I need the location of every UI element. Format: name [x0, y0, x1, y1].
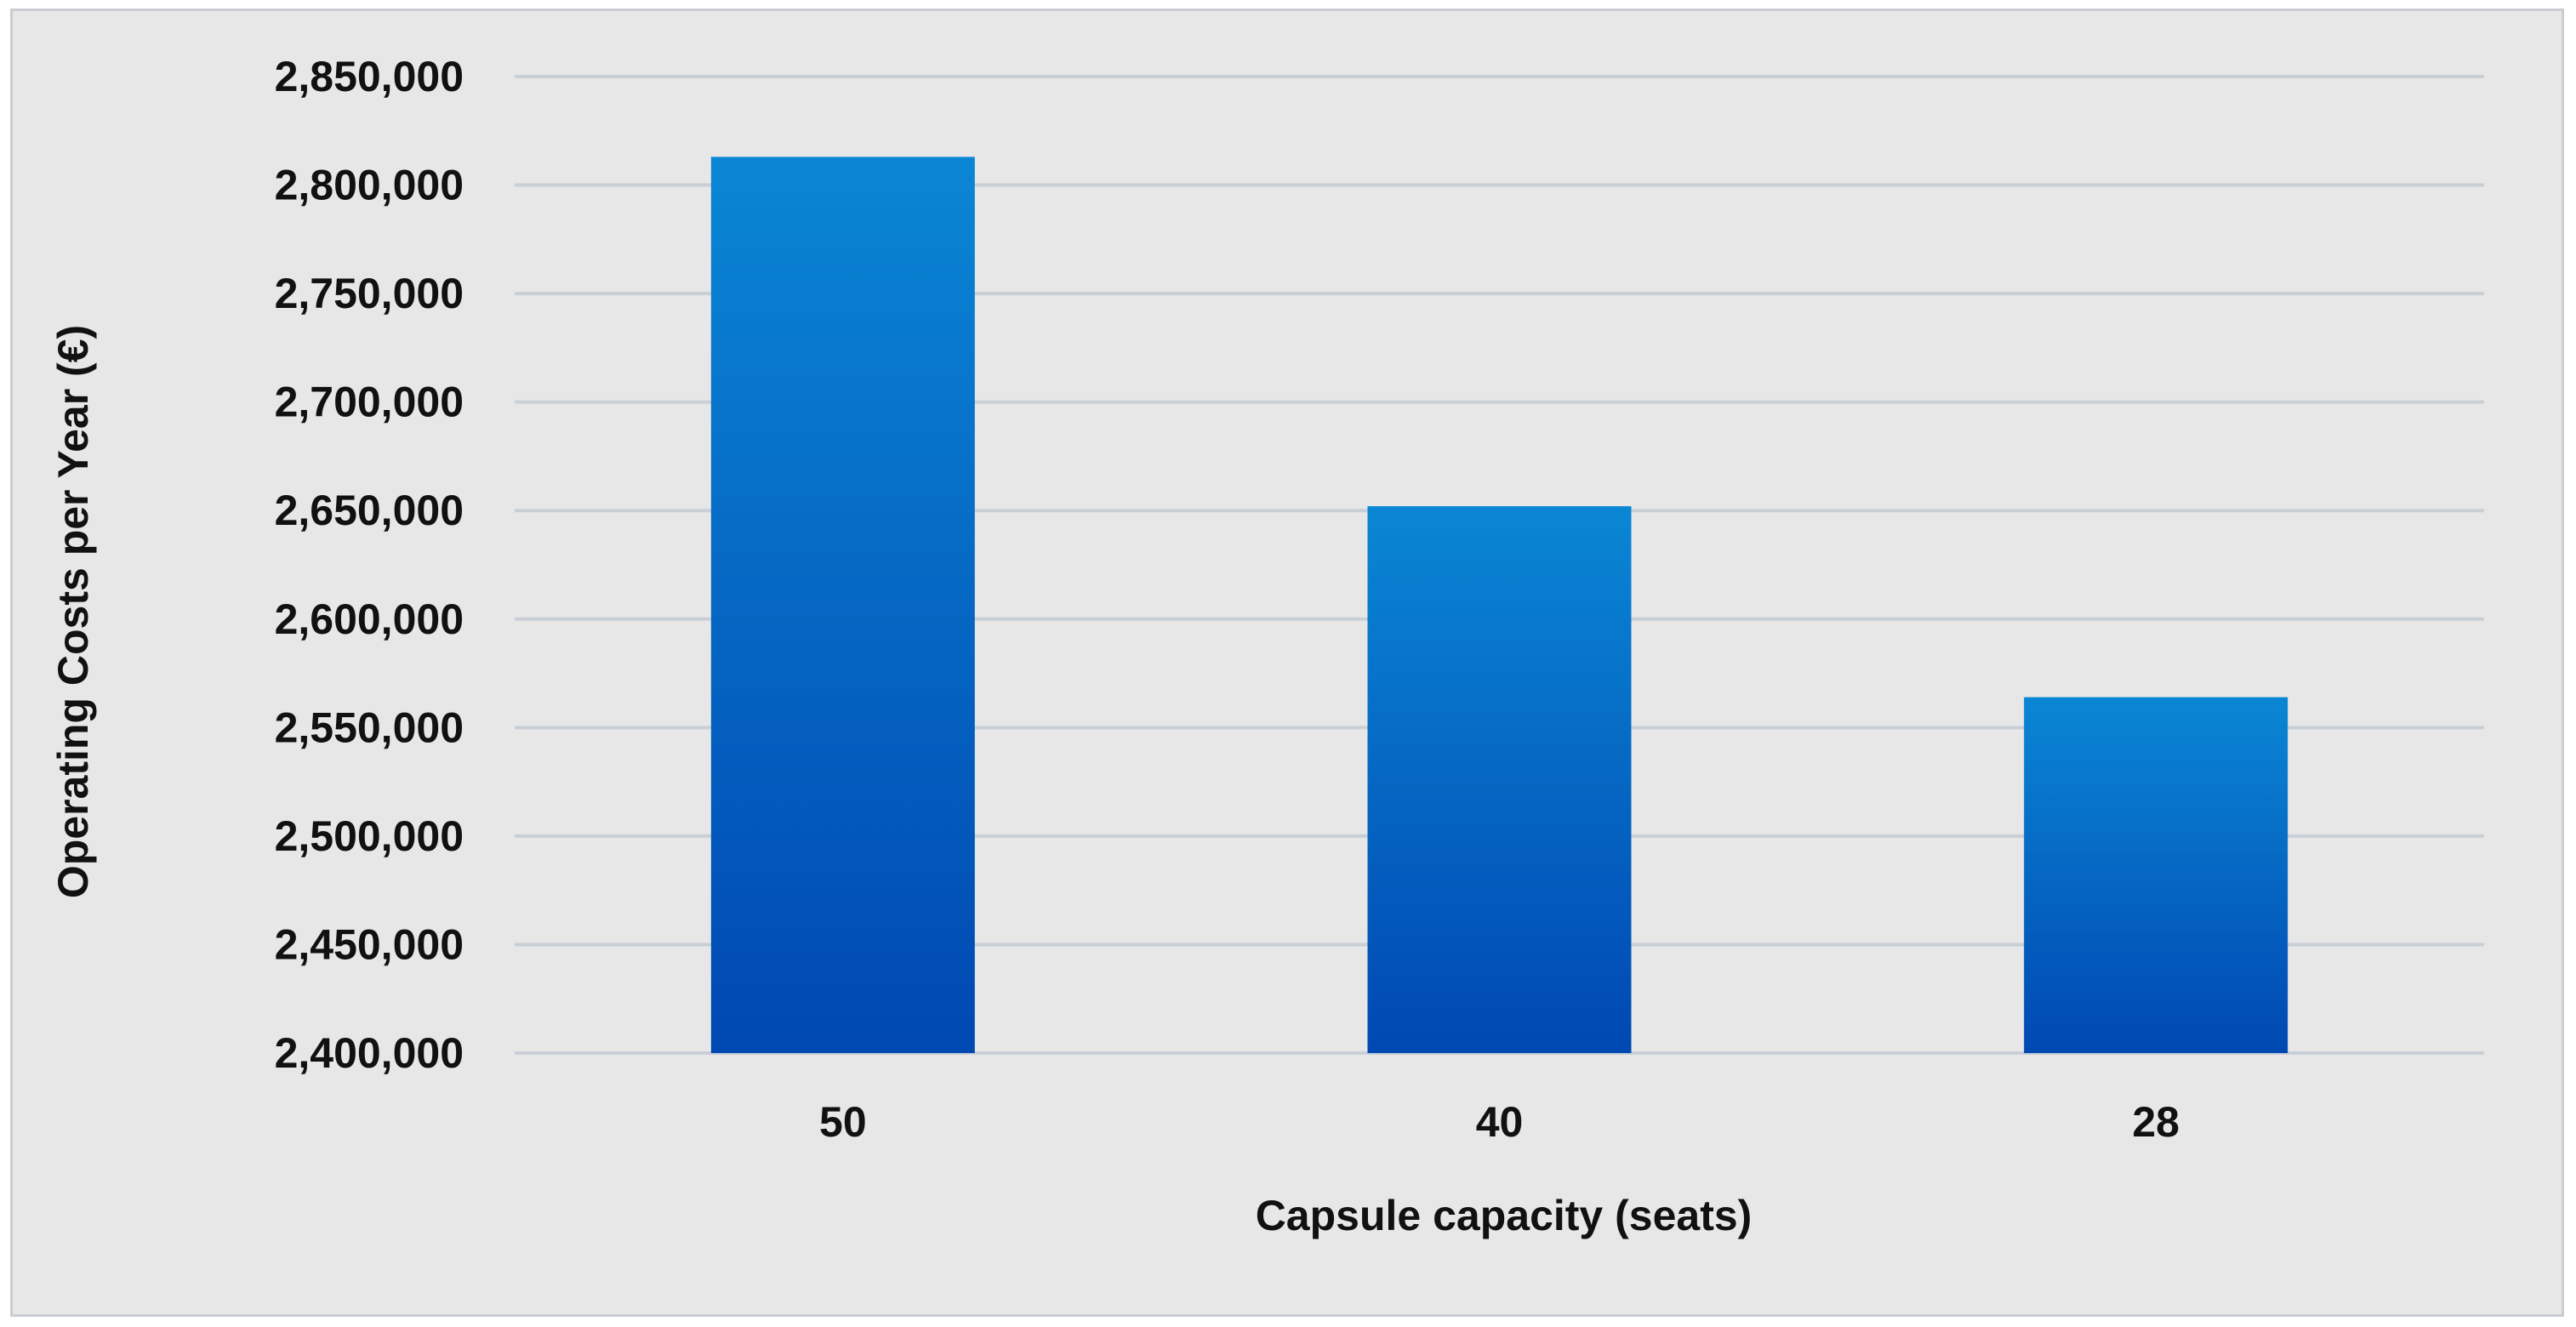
bar-40 [1367, 506, 1632, 1053]
y-tick-label: 2,800,000 [275, 162, 464, 209]
y-axis-title: Operating Costs per Year (€) [49, 325, 97, 898]
bar-28 [2024, 697, 2288, 1053]
y-tick-label: 2,650,000 [275, 487, 464, 534]
x-axis-ticks: 50 40 28 [819, 1098, 2180, 1146]
y-tick-label: 2,850,000 [275, 53, 464, 100]
y-tick-label: 2,700,000 [275, 379, 464, 426]
y-tick-label: 2,450,000 [275, 920, 464, 968]
chart-frame: 2,400,000 2,450,000 2,500,000 2,550,000 2,60… [10, 9, 2564, 1317]
bars [710, 157, 2288, 1053]
y-tick-label: 2,550,000 [275, 703, 464, 751]
x-tick-label: 40 [1476, 1098, 1524, 1146]
y-tick-label: 2,400,000 [275, 1029, 464, 1077]
y-axis-ticks: 2,400,000 2,450,000 2,500,000 2,550,000 2,60… [275, 53, 464, 1077]
bar-chart: 2,400,000 2,450,000 2,500,000 2,550,000 2,60… [49, 53, 2484, 1239]
bar-50 [710, 157, 975, 1053]
x-tick-label: 50 [819, 1098, 867, 1146]
y-tick-label: 2,600,000 [275, 595, 464, 643]
x-tick-label: 28 [2132, 1098, 2180, 1146]
y-tick-label: 2,500,000 [275, 812, 464, 860]
y-tick-label: 2,750,000 [275, 270, 464, 317]
x-axis-title: Capsule capacity (seats) [1256, 1192, 1752, 1239]
